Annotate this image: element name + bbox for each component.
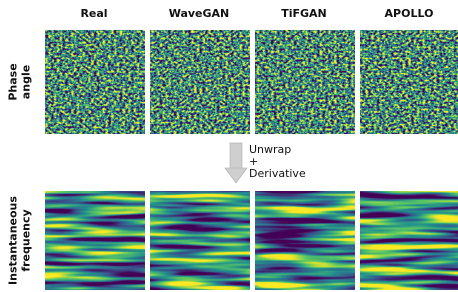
row-label: frequency	[20, 209, 33, 271]
column-label: WaveGAN	[169, 7, 230, 20]
figure: Real WaveGAN TiFGAN APOLLO Phaseangle Instant…	[0, 0, 458, 292]
frequency-image	[360, 191, 458, 290]
phase-image	[45, 30, 145, 134]
phase-image	[360, 30, 458, 134]
row-label: Phase	[7, 63, 20, 100]
frequency-image	[255, 191, 355, 290]
column-label: Real	[80, 7, 107, 20]
row-label: Instantaneous	[7, 196, 20, 285]
column-label: TiFGAN	[281, 7, 327, 20]
row-label: angle	[20, 65, 33, 99]
frequency-image	[45, 191, 145, 290]
phase-image	[150, 30, 250, 134]
column-label: APOLLO	[385, 7, 434, 20]
frequency-image	[150, 191, 250, 290]
page: Real WaveGAN TiFGAN APOLLO Phaseangle Instant…	[0, 0, 458, 292]
phase-image	[255, 30, 355, 134]
transform-label: Derivative	[249, 167, 306, 180]
transform-arrow	[225, 143, 247, 183]
